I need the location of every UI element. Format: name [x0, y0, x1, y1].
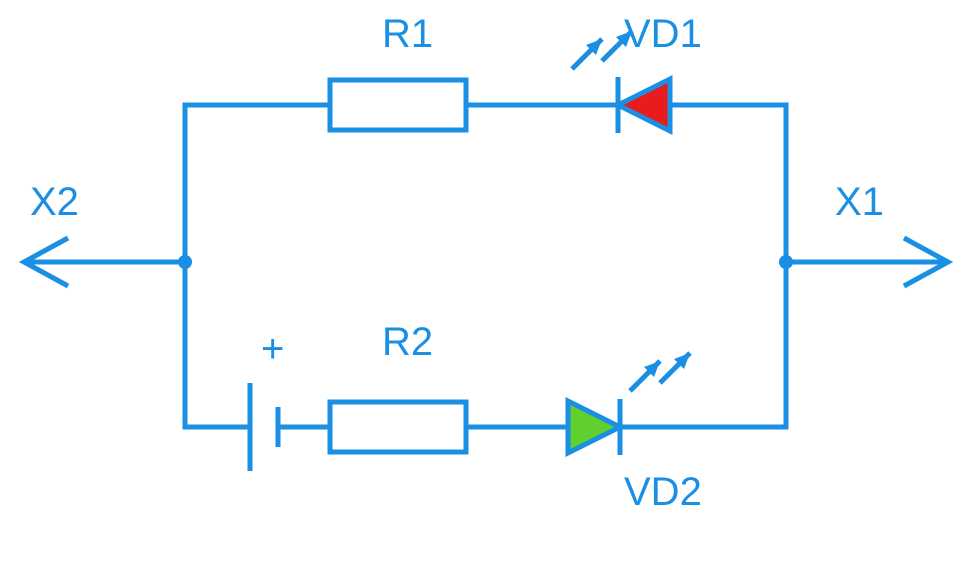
label-r1: R1: [382, 12, 433, 56]
resistor-r2: [330, 402, 466, 452]
label-r2: R2: [382, 320, 433, 364]
label-vd2: VD2: [624, 470, 702, 514]
circuit-diagram: X2 X1 R1 R2 VD1 VD2 +: [0, 0, 970, 572]
label-battery-plus: +: [261, 327, 284, 371]
resistor-r1: [330, 80, 466, 130]
label-vd1: VD1: [624, 12, 702, 56]
background: [0, 0, 970, 572]
label-x1: X1: [835, 180, 884, 224]
label-x2: X2: [30, 180, 79, 224]
